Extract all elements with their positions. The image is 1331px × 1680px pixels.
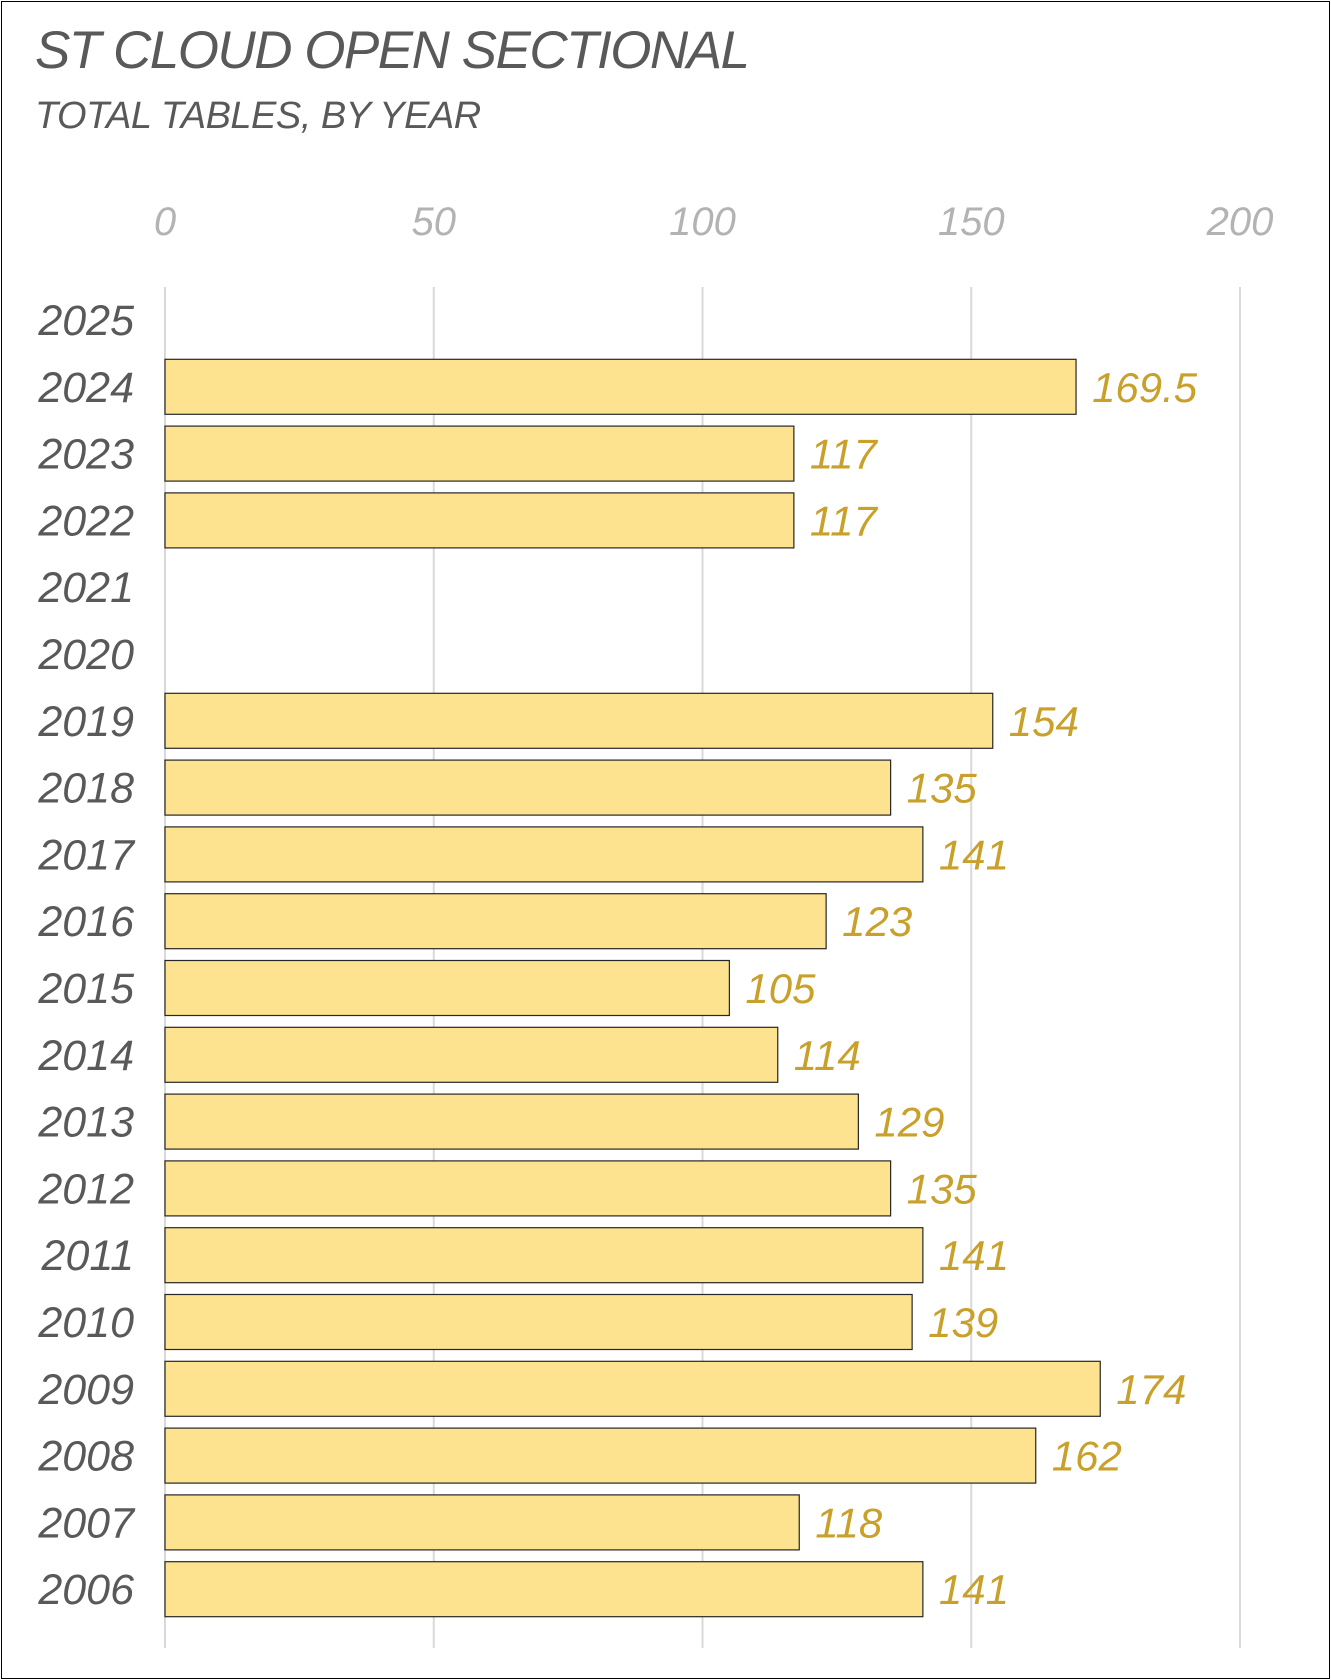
- category-label: 2023: [37, 431, 134, 479]
- bar: [164, 1360, 1101, 1417]
- bar: [164, 1160, 892, 1217]
- value-label: 117: [810, 431, 879, 478]
- value-label: 139: [928, 1299, 998, 1346]
- category-label: 2017: [37, 831, 136, 879]
- category-label: 2018: [37, 765, 134, 813]
- bar: [164, 1293, 913, 1351]
- category-label: 2020: [37, 631, 134, 679]
- bar: [164, 759, 892, 816]
- value-label: 135: [907, 765, 978, 812]
- x-tick-label: 100: [669, 200, 736, 244]
- value-label: 169.5: [1092, 364, 1198, 411]
- category-label: 2015: [37, 965, 135, 1013]
- category-label: 2019: [37, 698, 134, 746]
- value-label: 117: [810, 497, 879, 544]
- value-label: 141: [939, 831, 1009, 878]
- value-label: 162: [1052, 1433, 1122, 1480]
- chart-subtitle: TOTAL TABLES, BY YEAR: [35, 95, 481, 137]
- bar: [164, 1427, 1037, 1484]
- category-label: 2010: [37, 1299, 134, 1347]
- value-label: 114: [794, 1032, 861, 1079]
- category-label: 2022: [37, 497, 134, 545]
- value-label: 135: [907, 1165, 978, 1212]
- category-label: 2011: [41, 1232, 134, 1280]
- category-label: 2007: [37, 1499, 136, 1547]
- category-label: 2009: [37, 1366, 134, 1414]
- x-tick-label: 200: [1206, 200, 1274, 244]
- bar: [164, 959, 730, 1017]
- value-label: 118: [815, 1499, 883, 1546]
- category-label: 2013: [37, 1099, 134, 1147]
- bar: [164, 692, 994, 749]
- value-label: 129: [874, 1099, 944, 1146]
- bar: [164, 1494, 800, 1551]
- bar: [164, 1561, 924, 1618]
- category-label: 2012: [37, 1165, 134, 1213]
- bar: [164, 826, 924, 883]
- x-tick-label: 150: [938, 200, 1005, 244]
- bar: [164, 358, 1077, 415]
- category-label: 2014: [37, 1032, 134, 1080]
- bar: [164, 893, 827, 950]
- x-tick-label: 0: [154, 200, 176, 244]
- bar: [164, 425, 795, 482]
- x-tick-label: 50: [412, 200, 457, 244]
- bar: [164, 1093, 859, 1150]
- bar: [164, 492, 795, 549]
- category-label: 2006: [37, 1566, 134, 1614]
- bar: [164, 1227, 924, 1284]
- bar: [164, 1026, 779, 1083]
- value-label: 154: [1009, 698, 1079, 745]
- category-label: 2025: [37, 297, 135, 345]
- value-label: 141: [939, 1566, 1009, 1613]
- category-label: 2024: [37, 364, 134, 412]
- value-label: 141: [939, 1232, 1009, 1279]
- category-label: 2021: [37, 564, 134, 612]
- chart-title: ST CLOUD OPEN SECTIONAL: [35, 21, 750, 80]
- value-label: 123: [842, 898, 912, 945]
- value-label: 174: [1116, 1366, 1186, 1413]
- value-label: 105: [745, 965, 816, 1012]
- category-label: 2016: [37, 898, 134, 946]
- category-label: 2008: [37, 1433, 134, 1481]
